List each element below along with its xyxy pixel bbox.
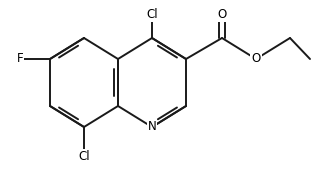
Text: Cl: Cl — [146, 9, 158, 22]
Text: N: N — [147, 121, 156, 134]
Text: O: O — [251, 53, 260, 66]
Text: O: O — [217, 9, 227, 22]
Text: F: F — [17, 53, 23, 66]
Text: Cl: Cl — [78, 150, 90, 163]
